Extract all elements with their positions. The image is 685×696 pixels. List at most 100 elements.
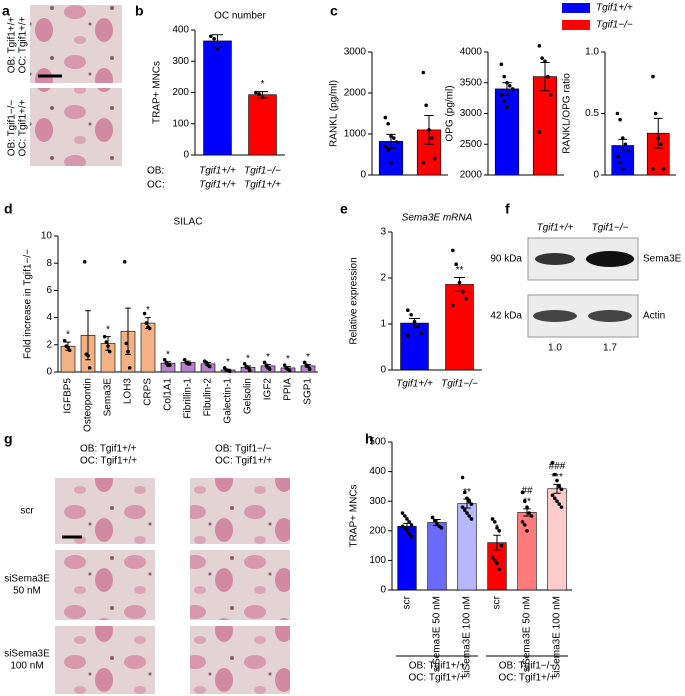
y-tick-label: 0 <box>183 150 189 161</box>
data-point <box>302 360 307 365</box>
data-point <box>254 90 258 95</box>
data-point <box>439 526 444 530</box>
group-label: OB: Tgif1−/− <box>499 661 556 672</box>
data-point <box>62 338 67 343</box>
data-point <box>406 333 410 338</box>
x-tick-label: Tgif1+/+ <box>396 379 433 390</box>
micrograph <box>55 478 155 544</box>
data-point <box>187 362 192 366</box>
data-point <box>457 280 462 285</box>
micrograph <box>30 88 122 166</box>
x-tick-label: Sema3E <box>103 378 114 417</box>
data-point <box>467 514 472 518</box>
error-bar <box>125 307 131 355</box>
y-tick-label: 200 <box>369 525 386 536</box>
significance: * <box>246 354 250 365</box>
legend-swatch <box>562 3 590 13</box>
data-point <box>287 368 292 373</box>
x-tick-label: Tgif1+/+ <box>244 180 281 191</box>
data-point <box>424 103 428 108</box>
y-tick-label: 4000 <box>460 47 483 58</box>
x-tick-label: Fibulin-2 <box>203 378 214 417</box>
panel-letter: h <box>365 431 374 447</box>
y-tick-label: 200 <box>172 87 189 98</box>
y-tick-label: 0 <box>380 585 386 596</box>
data-point <box>389 160 393 165</box>
panel-letter: b <box>135 3 144 19</box>
data-point <box>461 290 465 294</box>
data-point <box>182 357 187 362</box>
y-tick-label: 300 <box>172 56 189 67</box>
data-point <box>454 262 458 267</box>
data-point <box>405 529 409 533</box>
significance: * <box>306 352 310 363</box>
x-tick-label: Tgif1−/− <box>244 166 281 177</box>
y-axis-label: RANKL/OPG ratio <box>562 73 573 154</box>
y-tick-label: 3500 <box>460 77 483 88</box>
data-point <box>460 505 465 509</box>
x-tick-label: Osteopontin <box>83 378 94 432</box>
x-tick-label: IGF2 <box>263 378 274 401</box>
data-point <box>620 167 625 171</box>
row-label: siSema3E <box>4 574 50 585</box>
band <box>586 251 634 267</box>
data-point <box>147 326 152 331</box>
data-point <box>543 59 547 64</box>
data-point <box>522 523 527 527</box>
column-label: OB: Tgif1+/+ <box>80 444 137 455</box>
data-point <box>651 74 655 79</box>
data-point <box>615 111 620 116</box>
data-point <box>497 567 502 572</box>
x-tick-label: Tgif1+/+ <box>199 166 236 177</box>
data-point <box>497 529 502 533</box>
data-point <box>537 44 542 48</box>
data-point <box>82 260 87 264</box>
data-point <box>555 478 559 483</box>
data-point <box>212 36 216 41</box>
data-point <box>66 345 70 350</box>
data-point <box>267 367 272 372</box>
data-point <box>409 313 413 317</box>
data-point <box>559 487 564 492</box>
column-label: OB: Tgif1−/− <box>215 444 272 455</box>
y-tick-label: 0 <box>380 365 386 376</box>
data-point <box>386 148 390 153</box>
data-point <box>520 520 525 524</box>
data-point <box>164 360 169 365</box>
panel-letter: d <box>4 201 13 217</box>
data-point <box>550 460 555 465</box>
data-point <box>260 95 265 99</box>
data-point <box>490 555 495 560</box>
error-bar <box>85 310 91 361</box>
legend-label: Tgif1+/+ <box>596 3 633 14</box>
group-label: OC: Tgif1+/+ <box>498 673 555 684</box>
data-point <box>209 34 213 39</box>
panel-letter: g <box>4 431 13 447</box>
significance: ** <box>456 265 464 276</box>
data-point <box>383 144 388 149</box>
y-axis-label: TRAP+ MNCs <box>152 61 163 124</box>
x-tick-label: siSema3E 100 nM <box>552 596 563 678</box>
data-point <box>552 472 557 477</box>
data-point <box>623 142 628 147</box>
y-tick-label: 2500 <box>460 139 483 150</box>
data-point <box>107 349 112 354</box>
bar <box>140 322 156 373</box>
data-point <box>467 499 472 504</box>
y-tick-label: 0 <box>46 367 52 378</box>
group-label: OB: Tgif1+/+ <box>409 661 466 672</box>
data-point <box>465 496 469 501</box>
data-point <box>435 521 439 526</box>
data-point <box>465 511 469 515</box>
significance: * <box>495 523 499 534</box>
micrograph <box>190 626 290 694</box>
x-tick-label: siSema3E 100 nM <box>462 596 473 678</box>
data-point <box>421 160 426 165</box>
micrograph <box>190 550 290 620</box>
data-point <box>383 115 388 120</box>
data-point <box>505 80 509 85</box>
data-point <box>246 366 250 370</box>
band-size: 42 kDa <box>490 311 522 322</box>
data-point <box>451 248 455 253</box>
data-point <box>432 518 437 523</box>
